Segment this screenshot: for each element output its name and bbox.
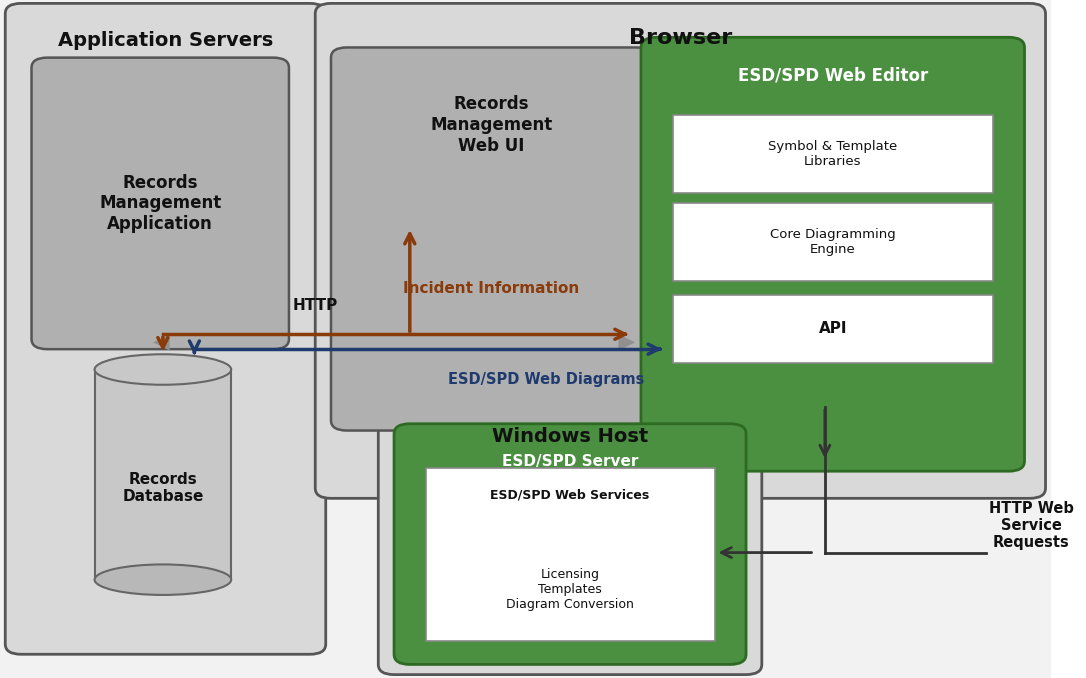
Text: Licensing
Templates
Diagram Conversion: Licensing Templates Diagram Conversion	[506, 568, 634, 612]
Bar	[672, 203, 993, 281]
Text: HTTP Web
Service
Requests: HTTP Web Service Requests	[988, 500, 1074, 551]
FancyBboxPatch shape	[378, 400, 761, 675]
Text: Symbol & Template
Libraries: Symbol & Template Libraries	[768, 140, 897, 168]
Text: Application Servers: Application Servers	[58, 31, 273, 49]
Text: Records
Database: Records Database	[123, 472, 203, 504]
FancyBboxPatch shape	[315, 3, 1046, 498]
FancyBboxPatch shape	[331, 47, 652, 431]
Bar	[426, 468, 715, 641]
Ellipse shape	[94, 354, 231, 385]
FancyBboxPatch shape	[31, 58, 289, 349]
Text: Incident Information: Incident Information	[403, 281, 579, 296]
FancyBboxPatch shape	[5, 3, 326, 654]
Text: ESD/SPD Web Editor: ESD/SPD Web Editor	[737, 66, 927, 85]
Text: HTTP: HTTP	[292, 298, 338, 313]
Bar	[672, 115, 993, 193]
Bar	[672, 295, 993, 363]
Text: ESD/SPD Web Diagrams: ESD/SPD Web Diagrams	[449, 372, 645, 387]
Text: Records
Management
Web UI: Records Management Web UI	[430, 95, 553, 155]
Text: API: API	[819, 321, 847, 336]
Text: Records
Management
Application: Records Management Application	[99, 174, 222, 233]
Text: Browser: Browser	[629, 28, 732, 48]
Text: Core Diagramming
Engine: Core Diagramming Engine	[770, 228, 896, 256]
Ellipse shape	[94, 564, 231, 595]
Text: ESD/SPD Web Services: ESD/SPD Web Services	[491, 488, 649, 501]
Text: ESD/SPD Server: ESD/SPD Server	[502, 454, 639, 469]
Bar	[94, 370, 231, 580]
FancyBboxPatch shape	[394, 424, 746, 664]
FancyBboxPatch shape	[641, 37, 1024, 471]
Text: Windows Host: Windows Host	[492, 427, 648, 446]
